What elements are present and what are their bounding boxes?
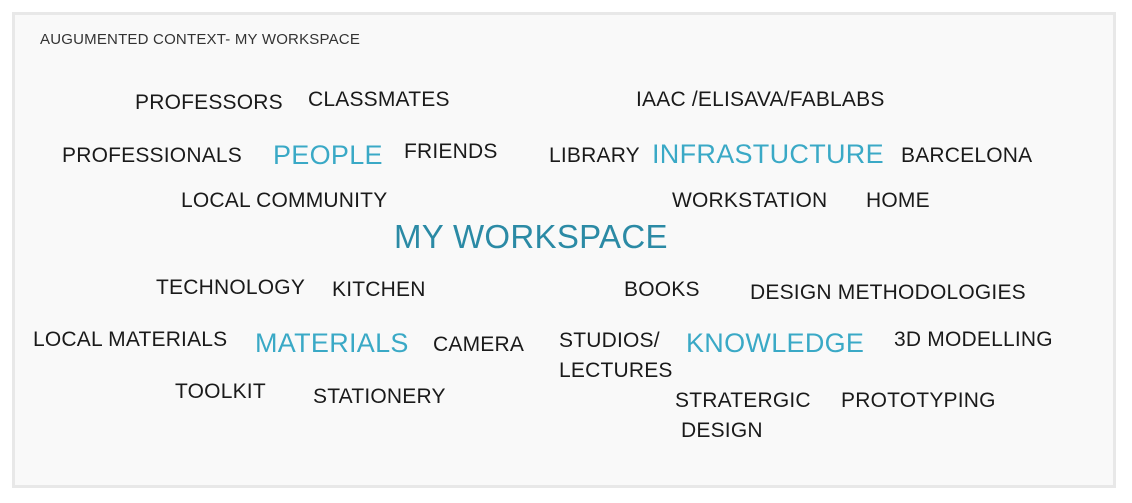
- word-strategic-line1: STRATERGIC: [675, 389, 811, 412]
- diagram-title: AUGUMENTED CONTEXT- MY WORKSPACE: [40, 31, 361, 48]
- word-workstation: WORKSTATION: [672, 189, 828, 212]
- word-home: HOME: [866, 189, 930, 212]
- word-local-materials: LOCAL MATERIALS: [33, 328, 228, 351]
- word-studios-line1: STUDIOS/: [559, 329, 660, 352]
- word-3d-modelling: 3D MODELLING: [894, 328, 1053, 351]
- word-iaac-elisava-fablabs: IAAC /ELISAVA/FABLABS: [636, 88, 885, 111]
- word-books: BOOKS: [624, 278, 700, 301]
- word-kitchen: KITCHEN: [332, 278, 426, 301]
- word-stationery: STATIONERY: [313, 385, 446, 408]
- center-my-workspace: MY WORKSPACE: [394, 218, 668, 255]
- word-design-methodologies: DESIGN METHODOLOGIES: [750, 281, 1026, 304]
- word-friends: FRIENDS: [404, 140, 498, 163]
- word-prototyping: PROTOTYPING: [841, 389, 996, 412]
- word-strategic-line2: DESIGN: [681, 419, 763, 442]
- category-knowledge: KNOWLEDGE: [686, 328, 865, 358]
- word-professionals: PROFESSIONALS: [62, 144, 242, 167]
- word-toolkit: TOOLKIT: [175, 380, 266, 403]
- word-professors: PROFESSORS: [135, 91, 283, 114]
- word-camera: CAMERA: [433, 333, 525, 356]
- diagram-panel: [12, 12, 1116, 488]
- category-materials: MATERIALS: [255, 328, 409, 358]
- category-people: PEOPLE: [273, 140, 383, 170]
- word-technology: TECHNOLOGY: [156, 276, 306, 299]
- word-barcelona: BARCELONA: [901, 144, 1033, 167]
- word-library: LIBRARY: [549, 144, 640, 167]
- word-studios-line2: LECTURES: [559, 359, 673, 382]
- word-local-community: LOCAL COMMUNITY: [181, 189, 388, 212]
- word-classmates: CLASSMATES: [308, 88, 450, 111]
- category-infrastructure: INFRASTUCTURE: [652, 139, 884, 169]
